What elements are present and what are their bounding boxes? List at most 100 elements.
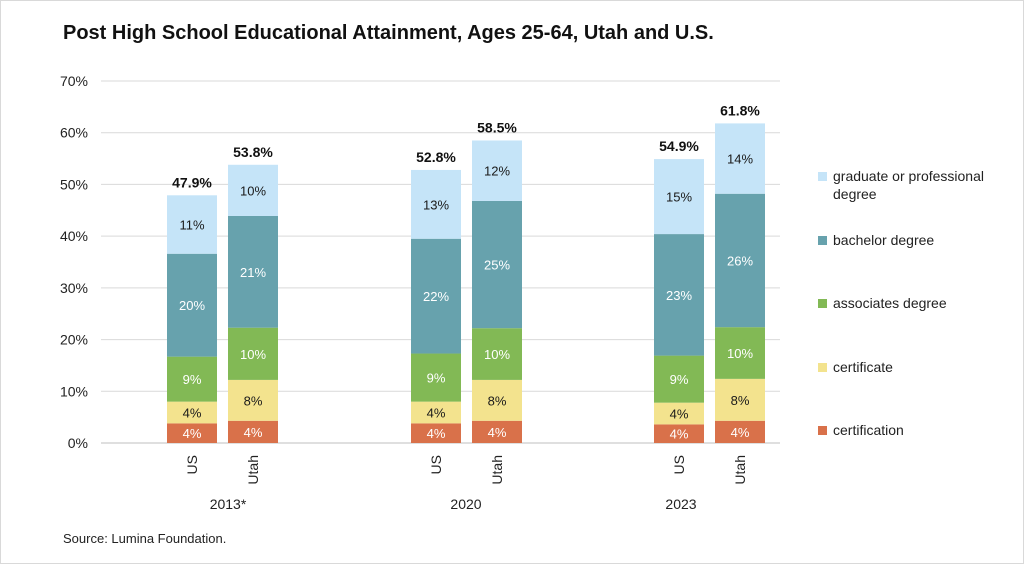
bar-segment: [654, 424, 704, 443]
bar-segment: [411, 169, 461, 239]
data-label: 11%: [179, 218, 204, 233]
bar-segment: [472, 420, 522, 443]
x-category-label: US: [428, 455, 444, 474]
data-label: 4%: [183, 405, 202, 420]
data-label: 21%: [240, 265, 266, 280]
bar-segment: [411, 401, 461, 424]
bar-segment: [411, 238, 461, 354]
legend-item: certificate: [818, 358, 1013, 376]
bar-segment: [228, 215, 278, 328]
data-label: 10%: [727, 346, 753, 361]
total-label: 47.9%: [172, 174, 212, 190]
data-label: 4%: [731, 425, 750, 440]
legend-swatch: [818, 299, 827, 308]
y-tick-label: 20%: [60, 332, 88, 348]
data-label: 4%: [427, 405, 446, 420]
data-label: 9%: [427, 371, 446, 386]
legend-item: graduate or professional degree: [818, 167, 1013, 203]
legend-item: bachelor degree: [818, 231, 1013, 249]
total-label: 58.5%: [477, 119, 517, 135]
bar-segment: [167, 253, 217, 357]
x-category-label: Utah: [732, 455, 748, 485]
data-label: 8%: [731, 393, 750, 408]
y-tick-label: 60%: [60, 125, 88, 141]
x-category-label: Utah: [489, 455, 505, 485]
data-label: 12%: [484, 164, 510, 179]
y-tick-label: 10%: [60, 383, 88, 399]
y-tick-label: 0%: [68, 435, 88, 451]
legend-swatch: [818, 172, 827, 181]
x-category-label: Utah: [245, 455, 261, 485]
data-label: 20%: [179, 298, 205, 313]
bar-segment: [715, 327, 765, 379]
bar-segment: [472, 140, 522, 201]
data-label: 13%: [423, 197, 449, 212]
bar-segment: [472, 379, 522, 421]
legend-item: associates degree: [818, 294, 1013, 312]
legend-label: certificate: [833, 359, 893, 375]
data-label: 8%: [488, 393, 507, 408]
bar-segment: [654, 159, 704, 235]
source-note: Source: Lumina Foundation.: [63, 531, 227, 546]
data-label: 4%: [670, 427, 689, 442]
total-label: 53.8%: [233, 144, 273, 160]
bar-segment: [167, 356, 217, 402]
x-category-label: US: [184, 455, 200, 474]
bar-segment: [715, 123, 765, 194]
data-label: 8%: [244, 393, 263, 408]
bar-segment: [228, 327, 278, 380]
data-label: 9%: [670, 372, 689, 387]
bar-segment: [654, 402, 704, 425]
total-label: 52.8%: [416, 149, 456, 165]
chart-legend: graduate or professional degree bachelor …: [818, 0, 1018, 564]
legend-swatch: [818, 236, 827, 245]
bar-segment: [472, 328, 522, 380]
y-tick-label: 70%: [60, 73, 88, 89]
bar-segment: [167, 195, 217, 254]
chart-title: Post High School Educational Attainment,…: [63, 22, 714, 44]
bar-segment: [228, 420, 278, 443]
data-label: 15%: [666, 190, 692, 205]
bar-segment: [167, 423, 217, 443]
bar-segment: [228, 379, 278, 421]
x-group-label: 2023: [665, 496, 696, 512]
y-tick-label: 40%: [60, 228, 88, 244]
legend-label: bachelor degree: [833, 232, 935, 248]
data-label: 9%: [183, 372, 202, 387]
total-label: 54.9%: [659, 138, 699, 154]
bar-segment: [715, 193, 765, 328]
data-label: 10%: [240, 183, 266, 198]
data-label: 23%: [666, 288, 692, 303]
data-label: 4%: [183, 426, 202, 441]
data-label: 26%: [727, 253, 753, 268]
x-category-label: US: [671, 455, 687, 474]
y-tick-label: 30%: [60, 280, 88, 296]
data-label: 10%: [240, 347, 266, 362]
x-group-label: 2020: [450, 496, 481, 512]
bar-segment: [654, 234, 704, 356]
legend-swatch: [818, 426, 827, 435]
data-label: 4%: [244, 425, 263, 440]
bar-segment: [167, 401, 217, 424]
bar-segment: [715, 420, 765, 443]
bar-segment: [411, 353, 461, 402]
data-label: 4%: [488, 425, 507, 440]
data-label: 10%: [484, 347, 510, 362]
data-label: 25%: [484, 258, 510, 273]
data-label: 4%: [670, 407, 689, 422]
x-group-label: 2013*: [210, 496, 247, 512]
bar-segment: [654, 355, 704, 403]
data-label: 4%: [427, 426, 446, 441]
legend-swatch: [818, 363, 827, 372]
bar-segment: [472, 200, 522, 329]
data-label: 14%: [727, 152, 753, 167]
legend-label: associates degree: [833, 295, 947, 311]
legend-item: certification: [818, 421, 1013, 439]
y-tick-label: 50%: [60, 176, 88, 192]
bar-segment: [411, 423, 461, 443]
bar-segment: [715, 378, 765, 421]
data-label: 22%: [423, 289, 449, 304]
bar-segment: [228, 164, 278, 216]
legend-label: certification: [833, 422, 904, 438]
